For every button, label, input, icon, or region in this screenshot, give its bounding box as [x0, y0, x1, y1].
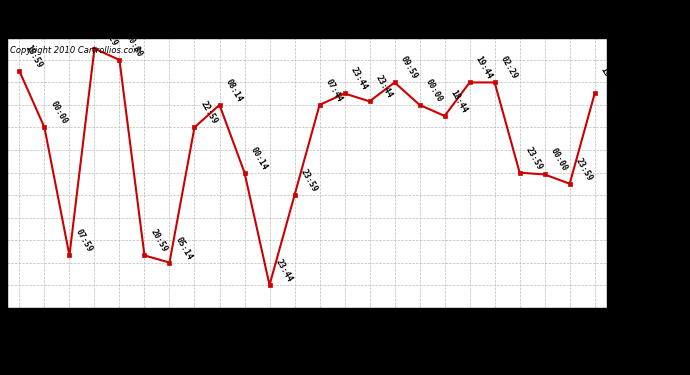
Text: 07:44: 07:44 — [324, 77, 344, 104]
Text: 23:44: 23:44 — [348, 66, 369, 92]
Text: 07:59: 07:59 — [74, 228, 94, 254]
Text: 08:14: 08:14 — [224, 77, 244, 104]
Text: 05:14: 05:14 — [174, 235, 194, 261]
Text: 00:00: 00:00 — [549, 147, 569, 173]
Text: 09:59: 09:59 — [399, 55, 419, 81]
Text: 23:59: 23:59 — [574, 156, 594, 182]
Text: 00:00: 00:00 — [48, 100, 69, 126]
Text: 18:44: 18:44 — [448, 88, 469, 115]
Text: 23:44: 23:44 — [274, 258, 294, 284]
Text: 10:59: 10:59 — [23, 44, 44, 70]
Text: 19:44: 19:44 — [474, 55, 494, 81]
Text: 20:59: 20:59 — [148, 228, 169, 254]
Text: 23:44: 23:44 — [374, 74, 394, 100]
Title: Barometric Pressure Daily High 20101214: Barometric Pressure Daily High 20101214 — [142, 21, 472, 35]
Text: 19:44: 19:44 — [599, 66, 619, 92]
Text: 00:00: 00:00 — [124, 32, 144, 58]
Text: Copyright 2010 Cartrollios.com: Copyright 2010 Cartrollios.com — [10, 46, 141, 55]
Text: 00:14: 00:14 — [248, 145, 269, 171]
Text: 02:29: 02:29 — [499, 55, 519, 81]
Text: 23:59: 23:59 — [524, 145, 544, 171]
Text: 22:29: 22:29 — [99, 21, 119, 47]
Text: 22:59: 22:59 — [199, 100, 219, 126]
Text: 23:59: 23:59 — [299, 168, 319, 194]
Text: 00:00: 00:00 — [424, 77, 444, 104]
